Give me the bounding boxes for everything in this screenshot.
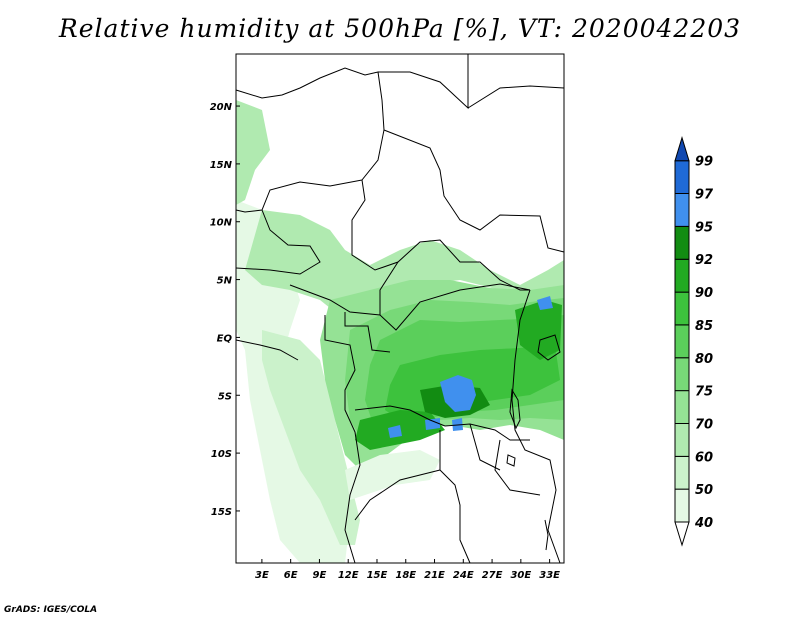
colorbar: 40 50 60 70 75 80 85 90 92 95 97 99 [674, 135, 714, 547]
lake-mweru [506, 454, 516, 467]
longitude-label: 12E [338, 570, 359, 581]
latitude-labels: 20N 15N 10N 5N EQ 5S 10S 15S [210, 102, 240, 518]
latitude-label: EQ [217, 333, 233, 344]
rh-field-95d [537, 296, 553, 310]
colorbar-segment [674, 455, 690, 490]
longitude-label: 3E [255, 570, 269, 581]
colorbar-segment [674, 390, 690, 424]
lake-victoria [537, 334, 561, 361]
colorbar-segment [674, 291, 690, 326]
latitude-label: 15S [211, 507, 232, 518]
colorbar-label: 92 [695, 253, 713, 268]
latitude-label: 5S [218, 391, 232, 402]
colorbar-segment [674, 488, 690, 523]
colorbar-segment [674, 160, 690, 195]
colorbar-label: 90 [695, 286, 713, 301]
colorbar-label: 85 [695, 319, 713, 334]
rh-field-60 [236, 100, 270, 205]
colorbar-segment [674, 135, 690, 162]
latitude-label: 5N [217, 276, 233, 287]
colorbar-segment [674, 521, 690, 547]
longitude-label: 33E [539, 570, 560, 581]
longitude-label: 9E [313, 570, 327, 581]
rh-field-50 [262, 330, 360, 545]
rh-field-95b [425, 418, 440, 430]
rh-field-95c [388, 425, 402, 438]
longitude-label: 24E [453, 570, 474, 581]
colorbar-label: 60 [695, 450, 713, 465]
longitude-label: 15E [367, 570, 388, 581]
colorbar-segment [674, 225, 690, 260]
latitude-label: 10N [210, 218, 233, 229]
grads-credit: GrADS: IGES/COLA [4, 605, 98, 615]
colorbar-segment [674, 324, 690, 359]
longitude-label: 30E [510, 570, 531, 581]
longitude-label: 27E [482, 570, 503, 581]
chart-title: Relative humidity at 500hPa [%], VT: 202… [58, 14, 742, 43]
longitude-labels: 3E 6E 9E 12E 15E 18E 21E 24E 27E 30E 33E [255, 559, 560, 581]
longitude-label: 6E [284, 570, 298, 581]
latitude-label: 20N [210, 102, 233, 113]
rh-field-southern [345, 450, 440, 500]
longitude-label: 21E [424, 570, 445, 581]
colorbar-label: 95 [695, 220, 713, 235]
lake-tanganyika [509, 388, 521, 430]
humidity-fields [236, 100, 564, 563]
colorbar-segment [674, 193, 690, 227]
colorbar-label: 40 [694, 516, 713, 531]
colorbar-label: 80 [695, 352, 713, 367]
colorbar-segment [674, 357, 690, 392]
rh-field-95 [440, 375, 476, 412]
lake-malawi [544, 519, 549, 551]
country-borders [235, 54, 565, 564]
colorbar-label: 50 [695, 483, 713, 498]
lakes [506, 334, 561, 551]
rh-field-90b [515, 300, 562, 360]
latitude-label: 10S [211, 449, 232, 460]
colorbar-label: 75 [695, 385, 713, 400]
colorbar-label: 70 [695, 417, 713, 432]
latitude-label: 15N [210, 160, 233, 171]
colorbar-label: 97 [695, 188, 714, 203]
map-frame [235, 53, 565, 564]
longitude-label: 18E [395, 570, 416, 581]
colorbar-segment [674, 422, 690, 457]
colorbar-label: 99 [695, 155, 713, 170]
colorbar-segment [674, 258, 690, 293]
rh-field-60b [245, 210, 564, 320]
